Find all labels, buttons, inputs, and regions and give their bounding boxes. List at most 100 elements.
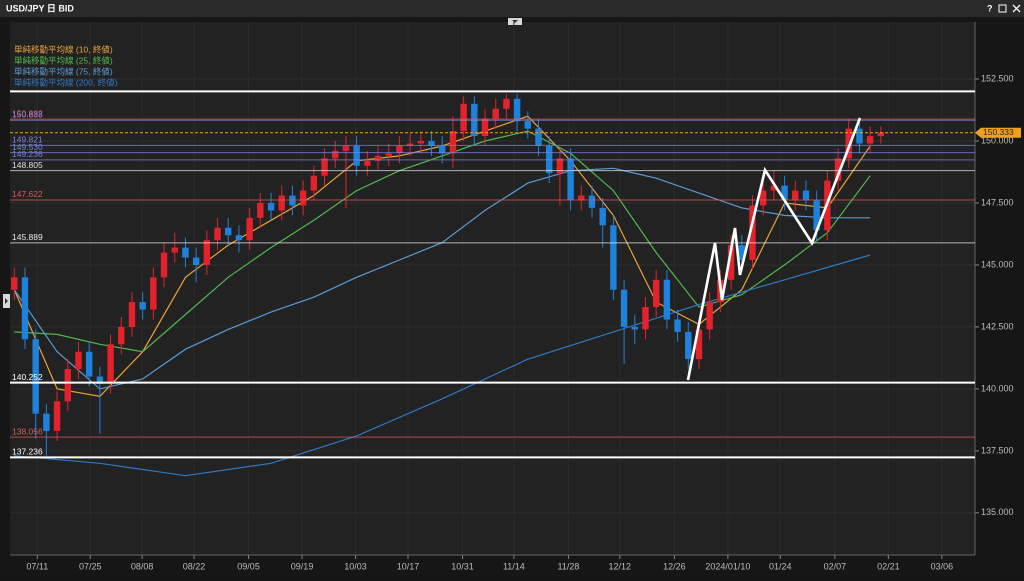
candle-body [171, 247, 178, 253]
candle-body [107, 344, 114, 384]
y-tick-label: 137.500 [981, 445, 1014, 455]
x-tick-label: 2024/01/10 [705, 561, 750, 571]
candle-body [652, 279, 660, 308]
candle-body [299, 190, 307, 206]
candle-body [289, 195, 296, 206]
candle-body [877, 132, 885, 137]
legend-entry: 単純移動平均線 (75, 終値) [14, 66, 113, 76]
candle-body [139, 302, 146, 310]
level-label: 149.236 [12, 149, 43, 159]
x-tick-label: 09/05 [237, 561, 260, 571]
candle-body [374, 155, 382, 161]
candle-body [53, 401, 61, 432]
level-label: 140.252 [12, 372, 43, 382]
candle-body [192, 257, 200, 265]
legend-entry: 単純移動平均線 (25, 終値) [14, 55, 113, 65]
chart-title: USD/JPY 日 BID [6, 3, 74, 13]
x-tick-label: 02/07 [824, 561, 847, 571]
y-tick-label: 135.000 [981, 507, 1014, 517]
y-tick-label: 145.000 [981, 259, 1014, 269]
candle-body [792, 190, 799, 201]
candle-body [353, 145, 360, 166]
candle-body [203, 240, 211, 265]
candle-body [620, 289, 628, 327]
y-tick-label: 142.500 [981, 321, 1014, 331]
level-label: 145.889 [12, 232, 43, 242]
last-price-label: 150.333 [983, 127, 1014, 137]
candle-body [364, 160, 371, 166]
ma-line [14, 254, 871, 477]
x-tick-label: 10/03 [344, 561, 367, 571]
candle-body [663, 279, 671, 320]
x-tick-label: 07/11 [26, 561, 48, 571]
drawn-zigzag [686, 117, 862, 381]
candle-body [588, 195, 596, 208]
legend-entry: 単純移動平均線 (10, 終値) [14, 44, 113, 54]
help-button[interactable]: ? [987, 3, 993, 13]
maximize-button[interactable] [998, 4, 1007, 13]
candle-body [96, 376, 104, 384]
candle-body [845, 128, 852, 159]
x-tick-label: 10/31 [451, 561, 474, 571]
legend-entry: 単純移動平均線 (200, 終値) [14, 77, 118, 87]
candle-body [567, 158, 574, 201]
candle-body [674, 319, 681, 332]
candle-body [406, 143, 414, 146]
x-tick-label: 12/12 [609, 561, 632, 571]
candle-body [439, 145, 446, 154]
candle-body [385, 153, 392, 156]
candle-body [599, 207, 606, 226]
level-label: 147.622 [12, 189, 43, 199]
y-tick-label: 152.500 [981, 73, 1014, 83]
candle-body [749, 205, 756, 260]
x-tick-label: 11/14 [503, 561, 525, 571]
candle-body [642, 307, 649, 330]
x-tick-label: 10/17 [397, 561, 420, 571]
candle-body [834, 158, 842, 181]
candle-body [770, 185, 778, 191]
level-label: 149.821 [12, 135, 43, 145]
candle-body [781, 185, 788, 201]
level-label: 137.236 [12, 447, 43, 457]
last-price-tag [975, 127, 1021, 138]
level-label: 148.805 [12, 160, 43, 170]
title-bar [0, 0, 1024, 17]
candle-body [396, 145, 403, 154]
x-tick-label: 08/22 [183, 561, 206, 571]
candle-body [235, 235, 243, 241]
candle-body [631, 326, 638, 330]
candle-body [182, 247, 189, 258]
candle-body [118, 326, 125, 345]
candle-body [503, 98, 510, 109]
x-tick-label: 09/19 [291, 561, 314, 571]
candle-body [225, 227, 232, 236]
candle-body [128, 302, 136, 327]
level-label: 138.056 [12, 426, 43, 436]
text-layer: 135.000 137.500 140.000 142.500 145.000 147.5… [12, 44, 1021, 571]
candle-body [802, 190, 810, 201]
candle-body [727, 245, 735, 280]
candle-body [535, 128, 542, 146]
x-tick-label: 11/28 [558, 561, 580, 571]
candle-body [481, 118, 489, 137]
level-label: 150.882 [12, 108, 43, 118]
candle-body [43, 413, 50, 432]
candle-body [11, 277, 18, 290]
candle-body [759, 190, 767, 206]
close-button[interactable] [1012, 4, 1021, 13]
y-tick-label: 140.000 [981, 383, 1014, 393]
candle-body [738, 245, 745, 260]
candle-body [214, 227, 221, 241]
y-tick-label: 147.500 [981, 197, 1014, 207]
collapse-arrow [512, 20, 518, 23]
x-tick-label: 08/08 [131, 561, 154, 571]
candle-body [449, 131, 457, 154]
candle-body [310, 175, 318, 191]
candle-body [513, 98, 521, 122]
candle-body [695, 329, 703, 360]
candle-body [267, 202, 275, 211]
level-layer [10, 90, 975, 459]
candle-body [578, 195, 585, 201]
